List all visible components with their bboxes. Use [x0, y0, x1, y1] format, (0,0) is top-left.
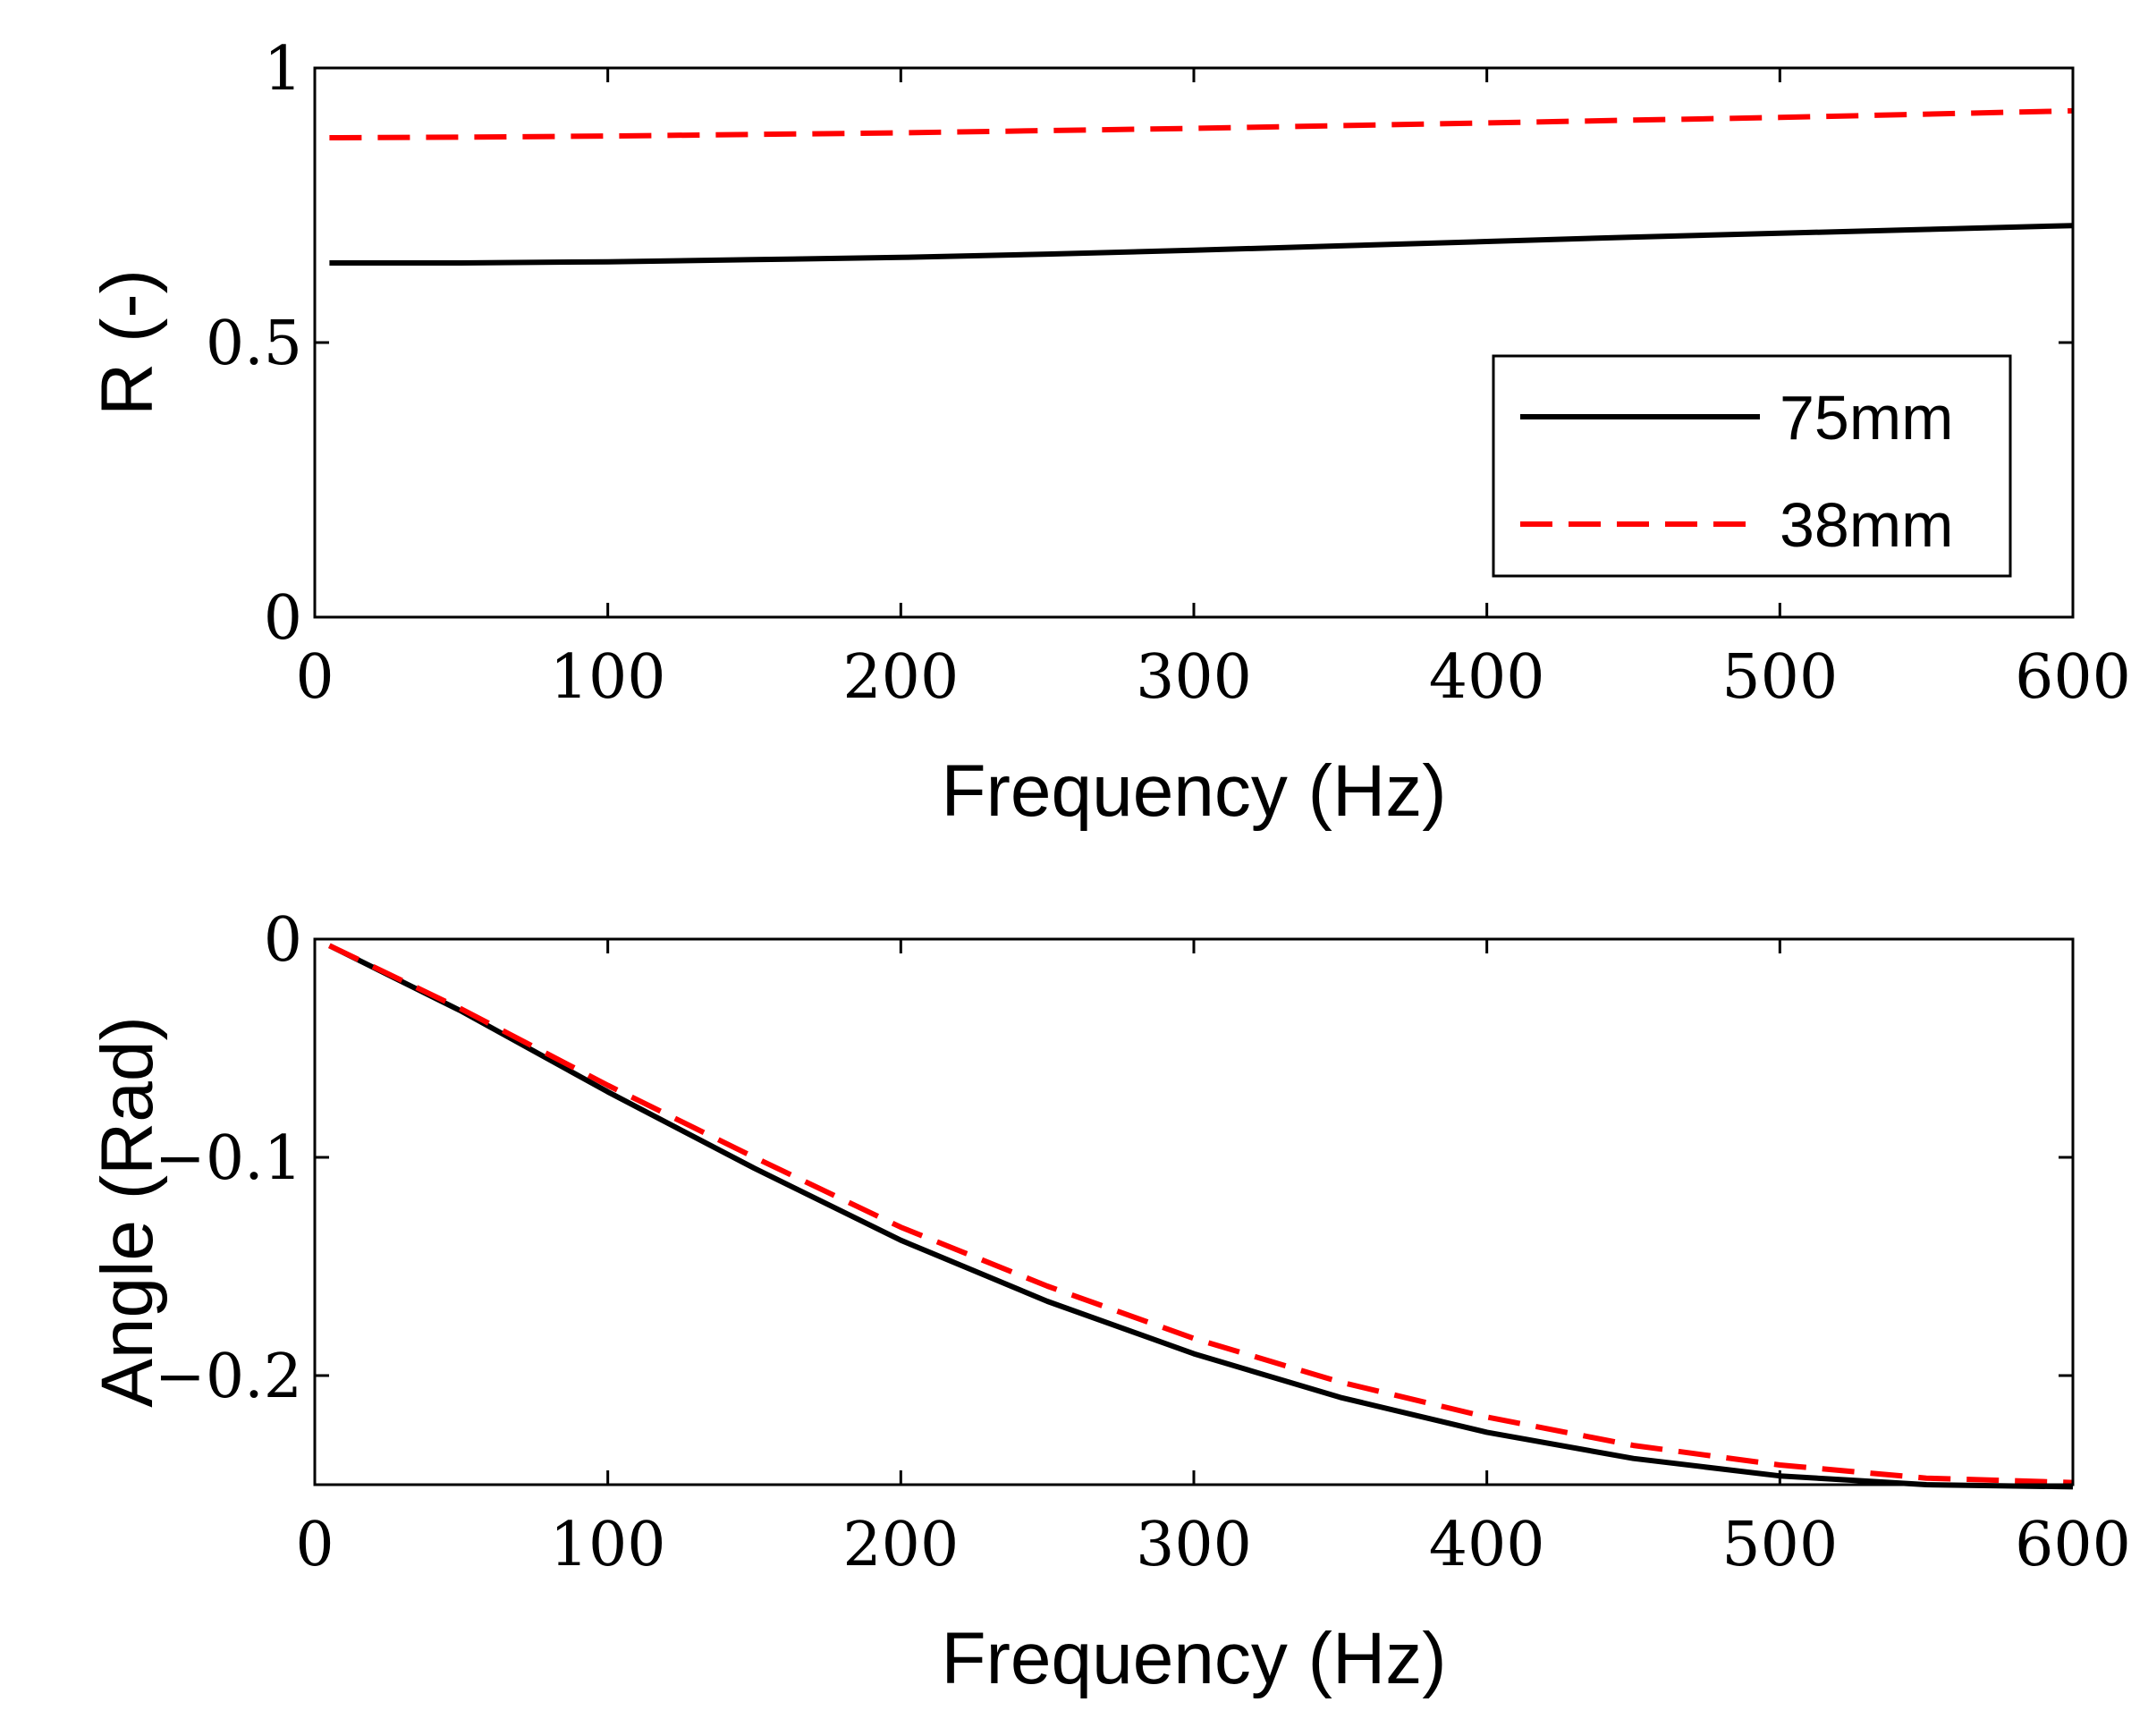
legend-box [1492, 354, 2012, 578]
y-tick-label: 0 [264, 905, 302, 976]
x-tick-label: 500 [1721, 1510, 1838, 1580]
panel-angle: 0 100 200 300 400 500 600 0 −0.1 −0.2 Frequency (H… [87, 905, 2131, 1699]
y-axis-title: Angle (Rad) [87, 1016, 168, 1408]
series-line-38mm [329, 107, 2074, 140]
series-line-75mm [328, 943, 2074, 1490]
x-tick-label: 200 [842, 1510, 959, 1580]
x-tick-label: 400 [1429, 642, 1545, 713]
y-tick-label: 0 [264, 583, 302, 654]
x-tick-label: 600 [2015, 642, 2131, 713]
y-tick-label: 0.5 [206, 309, 302, 379]
series-line-38mm [328, 943, 2074, 1486]
x-tick-label: 0 [295, 642, 334, 713]
x-tick-label: 300 [1136, 1510, 1252, 1580]
x-axis-title: Frequency (Hz) [941, 750, 1446, 832]
x-tick-label: 100 [550, 642, 666, 713]
legend-label-38mm: 38mm [1780, 490, 1953, 560]
x-tick-label: 0 [295, 1510, 334, 1580]
y-tick-label: −0.2 [155, 1342, 302, 1412]
legend: 75mm 38mm [1492, 354, 2012, 578]
x-tick-label: 500 [1721, 642, 1838, 713]
x-axis-title: Frequency (Hz) [941, 1618, 1446, 1699]
y-tick-label: −0.1 [155, 1123, 302, 1194]
x-tick-label: 400 [1429, 1510, 1545, 1580]
y-axis-title: R (-) [87, 269, 168, 416]
x-tick-label: 300 [1136, 642, 1252, 713]
axes-box [313, 937, 2075, 1486]
x-tick-label: 200 [842, 642, 959, 713]
y-tick-label: 1 [264, 34, 302, 105]
legend-label-75mm: 75mm [1780, 383, 1953, 453]
x-tick-label: 100 [550, 1510, 666, 1580]
panel-magnitude: 0 100 200 300 400 500 600 0 0.5 1 Frequency (Hz) R … [87, 34, 2131, 832]
x-tick-label: 600 [2015, 1510, 2131, 1580]
series-line-75mm [329, 223, 2074, 266]
